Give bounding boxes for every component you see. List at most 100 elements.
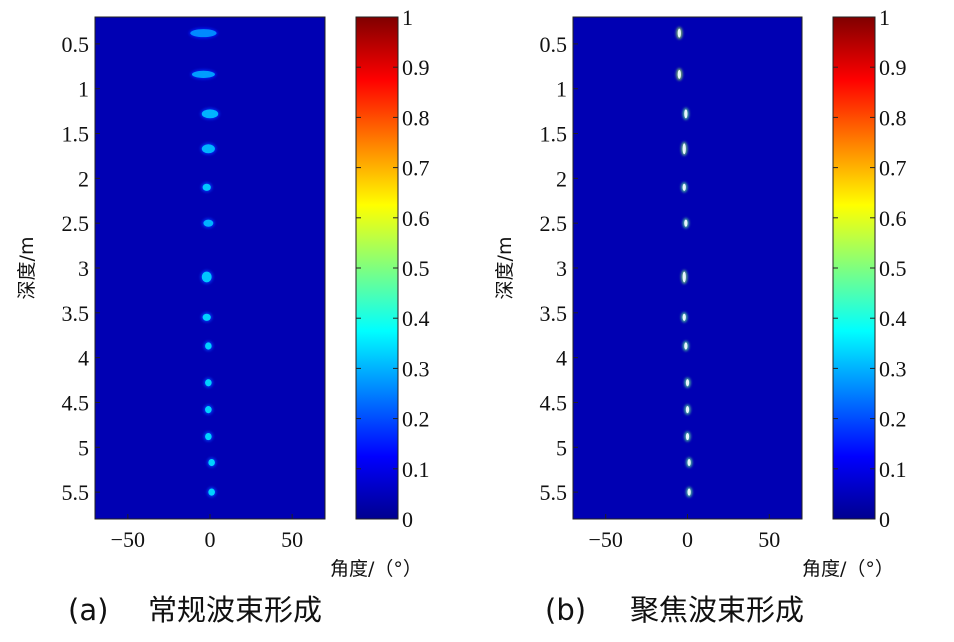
colorbar-tick-label: 1	[879, 5, 890, 30]
colorbar-gradient	[355, 16, 399, 520]
colorbar-a: 0 0.1 0.2 0.3 0.4 0.5 0.6 0.7 0.8 0.9 1	[355, 5, 430, 532]
colorbar-tick-label: 0	[402, 507, 413, 532]
y-tick-label: 1.5	[540, 122, 568, 147]
y-tick-label: 4	[78, 346, 89, 371]
y-axis-label-b: 深度/m	[494, 237, 516, 300]
caption-a: 常规波束形成	[148, 593, 322, 627]
y-axis-ticks-a: 0.5 1 1.5 2 2.5 3 3.5 4 4.5 5 5.5	[62, 32, 100, 505]
y-tick-label: 2	[556, 166, 567, 191]
colorbar-tick-label: 0	[879, 507, 890, 532]
colorbar-tick-label: 0.6	[879, 206, 907, 231]
target-blob-10	[685, 406, 690, 414]
target-blob-2	[201, 109, 219, 119]
target-blob-4	[202, 183, 211, 191]
colorbar-tick-label: 0.7	[402, 156, 430, 181]
y-tick-label: 5.5	[62, 480, 90, 505]
y-tick-label: 5	[78, 435, 89, 460]
y-tick-label: 4	[556, 346, 567, 371]
target-blob-0	[677, 28, 681, 38]
y-tick-label: 2	[78, 166, 89, 191]
y-tick-label: 3.5	[62, 301, 90, 326]
panel-label-a: (a)	[68, 593, 108, 627]
y-tick-label: 0.5	[62, 32, 90, 57]
y-tick-label: 2.5	[540, 211, 568, 236]
y-tick-label: 1.5	[62, 122, 90, 147]
y-axis-label-a: 深度/m	[16, 237, 38, 300]
colorbar-b: 0 0.1 0.2 0.3 0.4 0.5 0.6 0.7 0.8 0.9 1	[832, 5, 907, 532]
x-tick-label: 0	[682, 527, 693, 552]
y-tick-label: 5.5	[540, 480, 568, 505]
target-blob-12	[208, 458, 215, 467]
x-axis-ticks-b: −50 0 50	[589, 514, 780, 552]
target-blob-1	[191, 70, 215, 78]
y-tick-label: 0.5	[540, 32, 568, 57]
target-blob-3	[201, 144, 215, 154]
y-tick-label: 4.5	[540, 390, 568, 415]
x-axis-label-a: 角度/（°）	[330, 558, 422, 580]
target-blob-8	[684, 342, 688, 350]
panel-b: 0.5 1 1.5 2 2.5 3 3.5 4 4.5 5 5.5 −50 0 50 深度/m 角度/（…	[494, 5, 907, 627]
y-axis-ticks-b: 0.5 1 1.5 2 2.5 3 3.5 4 4.5 5 5.5	[540, 32, 578, 505]
colorbar-tick-label: 0.1	[402, 457, 430, 482]
target-blob-1	[677, 69, 681, 79]
target-blob-6	[201, 271, 212, 283]
colorbar-tick-label: 0.9	[879, 55, 907, 80]
colorbar-tick-label: 0.9	[402, 55, 430, 80]
panel-label-b: (b)	[545, 593, 586, 627]
colorbar-tick-label: 0.4	[402, 306, 430, 331]
colorbar-tick-label: 0.2	[402, 407, 430, 432]
x-axis-ticks-a: −50 0 50	[111, 514, 303, 552]
colorbar-tick-label: 0.8	[879, 105, 907, 130]
target-blob-13	[208, 488, 215, 496]
y-tick-label: 4.5	[62, 390, 90, 415]
target-blob-0	[190, 29, 217, 38]
target-blob-5	[203, 219, 214, 227]
target-blob-10	[205, 406, 212, 414]
colorbar-tick-label: 0.2	[879, 407, 907, 432]
target-blob-4	[682, 183, 686, 191]
colorbar-tick-label: 0.5	[402, 256, 430, 281]
y-tick-label: 2.5	[62, 211, 90, 236]
heatmap-background	[573, 17, 802, 519]
target-blob-7	[202, 313, 211, 321]
target-blob-8	[205, 342, 212, 350]
colorbar-tick-label: 0.7	[879, 156, 907, 181]
target-blob-12	[687, 458, 691, 467]
target-blob-11	[205, 432, 212, 441]
y-tick-label: 3	[556, 256, 567, 281]
colorbar-tick-label: 1	[402, 5, 413, 30]
heatmap-a	[94, 16, 326, 520]
target-blob-6	[682, 271, 686, 283]
colorbar-tick-label: 0.3	[402, 356, 430, 381]
colorbar-tick-label: 0.8	[402, 105, 430, 130]
colorbar-tick-label: 0.6	[402, 206, 430, 231]
x-tick-label: 0	[205, 527, 216, 552]
target-blob-11	[685, 432, 690, 441]
y-tick-label: 5	[556, 435, 567, 460]
y-tick-label: 1	[78, 77, 89, 102]
y-tick-label: 1	[556, 77, 567, 102]
y-tick-label: 3	[78, 256, 89, 281]
x-tick-label: 50	[281, 527, 303, 552]
target-blob-9	[685, 379, 690, 387]
colorbar-tick-label: 0.5	[879, 256, 907, 281]
target-blob-13	[687, 488, 691, 496]
target-blob-3	[682, 143, 686, 155]
x-tick-label: −50	[111, 527, 145, 552]
caption-b: 聚焦波束形成	[630, 593, 804, 627]
target-blob-2	[684, 109, 688, 119]
heatmap-b	[572, 16, 803, 520]
y-tick-label: 3.5	[540, 301, 568, 326]
x-tick-label: −50	[589, 527, 623, 552]
x-axis-label-b: 角度/（°）	[802, 558, 894, 580]
colorbar-tick-label: 0.4	[879, 306, 907, 331]
target-blob-9	[205, 379, 212, 387]
heatmap-background	[95, 17, 325, 519]
colorbar-gradient	[832, 16, 876, 520]
panel-a: 0.5 1 1.5 2 2.5 3 3.5 4 4.5 5 5.5 −50 0 50 深度/m 角度/（…	[16, 5, 430, 627]
x-tick-label: 50	[758, 527, 780, 552]
colorbar-tick-label: 0.1	[879, 457, 907, 482]
target-blob-5	[684, 219, 688, 227]
target-blob-7	[682, 313, 686, 321]
